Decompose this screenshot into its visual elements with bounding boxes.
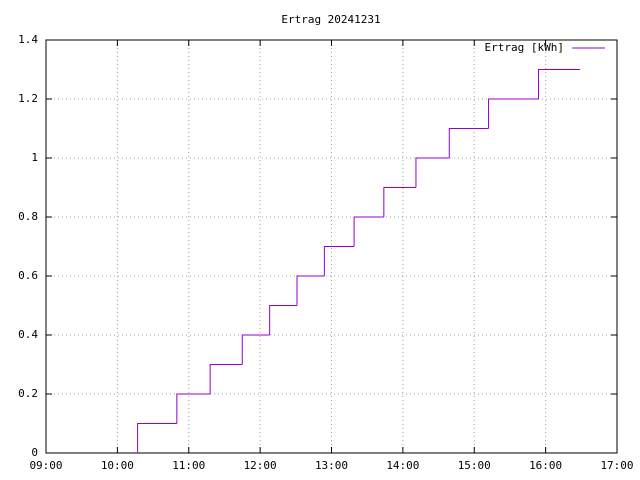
x-tick-label: 17:00: [600, 459, 633, 472]
step-segment: [383, 187, 416, 217]
y-tick-label: 0.6: [18, 269, 38, 282]
step-segment: [537, 69, 581, 99]
step-segment: [448, 128, 489, 158]
legend-label: Ertrag [kWh]: [485, 41, 564, 54]
y-tick-label: 0.4: [18, 328, 38, 341]
x-tick-label: 13:00: [315, 459, 348, 472]
step-segment: [241, 334, 270, 365]
plot-border: [45, 39, 618, 454]
step-segment: [137, 423, 177, 453]
step-segment: [323, 246, 355, 276]
x-tick-label: 15:00: [458, 459, 491, 472]
y-tick-label: 1: [31, 151, 38, 164]
x-tick-label: 09:00: [29, 459, 62, 472]
step-segment: [415, 157, 450, 188]
y-tick-label: 0.8: [18, 210, 38, 223]
x-tick-label: 10:00: [101, 459, 134, 472]
y-tick-label: 0.2: [18, 387, 38, 400]
y-tick-label: 1.2: [18, 92, 38, 105]
y-tick-label: 0: [31, 446, 38, 459]
x-tick-label: 11:00: [172, 459, 205, 472]
step-segment: [209, 364, 243, 394]
y-tick-label: 1.4: [18, 33, 38, 46]
chart-title: Ertrag 20241231: [281, 13, 380, 26]
x-tick-label: 12:00: [244, 459, 277, 472]
step-segment: [269, 305, 298, 335]
x-tick-label: 14:00: [386, 459, 419, 472]
step-segment: [296, 275, 325, 306]
step-segment: [353, 216, 384, 247]
x-tick-label: 16:00: [529, 459, 562, 472]
step-segment: [488, 98, 539, 129]
step-segment: [176, 393, 211, 424]
